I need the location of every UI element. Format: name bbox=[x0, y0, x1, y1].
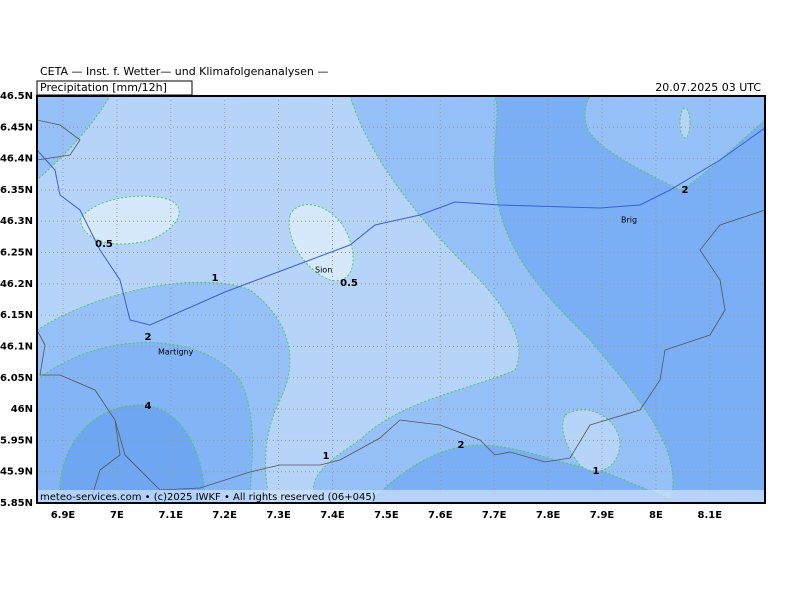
title: CETA — Inst. f. Wetter— und Klimafolgena… bbox=[40, 65, 328, 78]
lat-label: 46.1N bbox=[0, 341, 33, 352]
lat-label: 45.9N bbox=[0, 467, 33, 478]
lon-label: 7.4E bbox=[320, 510, 345, 521]
lon-label: 7.7E bbox=[482, 510, 507, 521]
lat-label: 46.2N bbox=[0, 279, 33, 290]
lat-label: 46.5N bbox=[0, 91, 33, 102]
lat-label: 46.4N bbox=[0, 154, 33, 165]
lon-label: 7.3E bbox=[266, 510, 291, 521]
contour-label: 1 bbox=[212, 273, 219, 284]
lat-label: 46.15N bbox=[0, 310, 33, 321]
lon-label: 7.2E bbox=[212, 510, 237, 521]
lat-label: 46.45N bbox=[0, 122, 33, 133]
lon-label: 8E bbox=[649, 510, 663, 521]
lat-label: 46.35N bbox=[0, 185, 33, 196]
lon-label: 7.8E bbox=[536, 510, 561, 521]
lat-label: 5.95N bbox=[0, 435, 33, 446]
map-frame bbox=[36, 95, 766, 504]
contour-label: 2 bbox=[682, 185, 689, 196]
contour-label: 0.5 bbox=[95, 239, 113, 250]
contour-label: 2 bbox=[458, 440, 465, 451]
lat-label: 46.25N bbox=[0, 248, 33, 259]
lon-label: 7.6E bbox=[428, 510, 453, 521]
lon-label: 7E bbox=[110, 510, 124, 521]
lon-label: 6.9E bbox=[51, 510, 76, 521]
product: Precipitation [mm/12h] bbox=[40, 81, 167, 94]
lon-label: 8.1E bbox=[698, 510, 723, 521]
contour-label: 1 bbox=[323, 451, 330, 462]
lat-label: 46.05N bbox=[0, 373, 33, 384]
place-name: Brig bbox=[621, 216, 637, 225]
valid-time: 20.07.2025 03 UTC bbox=[655, 81, 761, 94]
lat-label: 46N bbox=[11, 404, 33, 415]
place-name: Martigny bbox=[158, 348, 194, 357]
lon-label: 7.5E bbox=[374, 510, 399, 521]
lon-label: 7.1E bbox=[159, 510, 184, 521]
lon-label: 7.9E bbox=[590, 510, 615, 521]
contour-label: 4 bbox=[145, 401, 152, 412]
contour-label: 2 bbox=[145, 332, 152, 343]
place-name: Sion bbox=[315, 266, 332, 275]
lat-label: 5.85N bbox=[0, 498, 33, 509]
contour-label: 0.5 bbox=[340, 278, 358, 289]
lat-label: 46.3N bbox=[0, 216, 33, 227]
contour-label: 1 bbox=[593, 466, 600, 477]
map-field bbox=[37, 96, 765, 503]
footer: meteo-services.com • (c)2025 IWKF • All … bbox=[40, 492, 376, 503]
